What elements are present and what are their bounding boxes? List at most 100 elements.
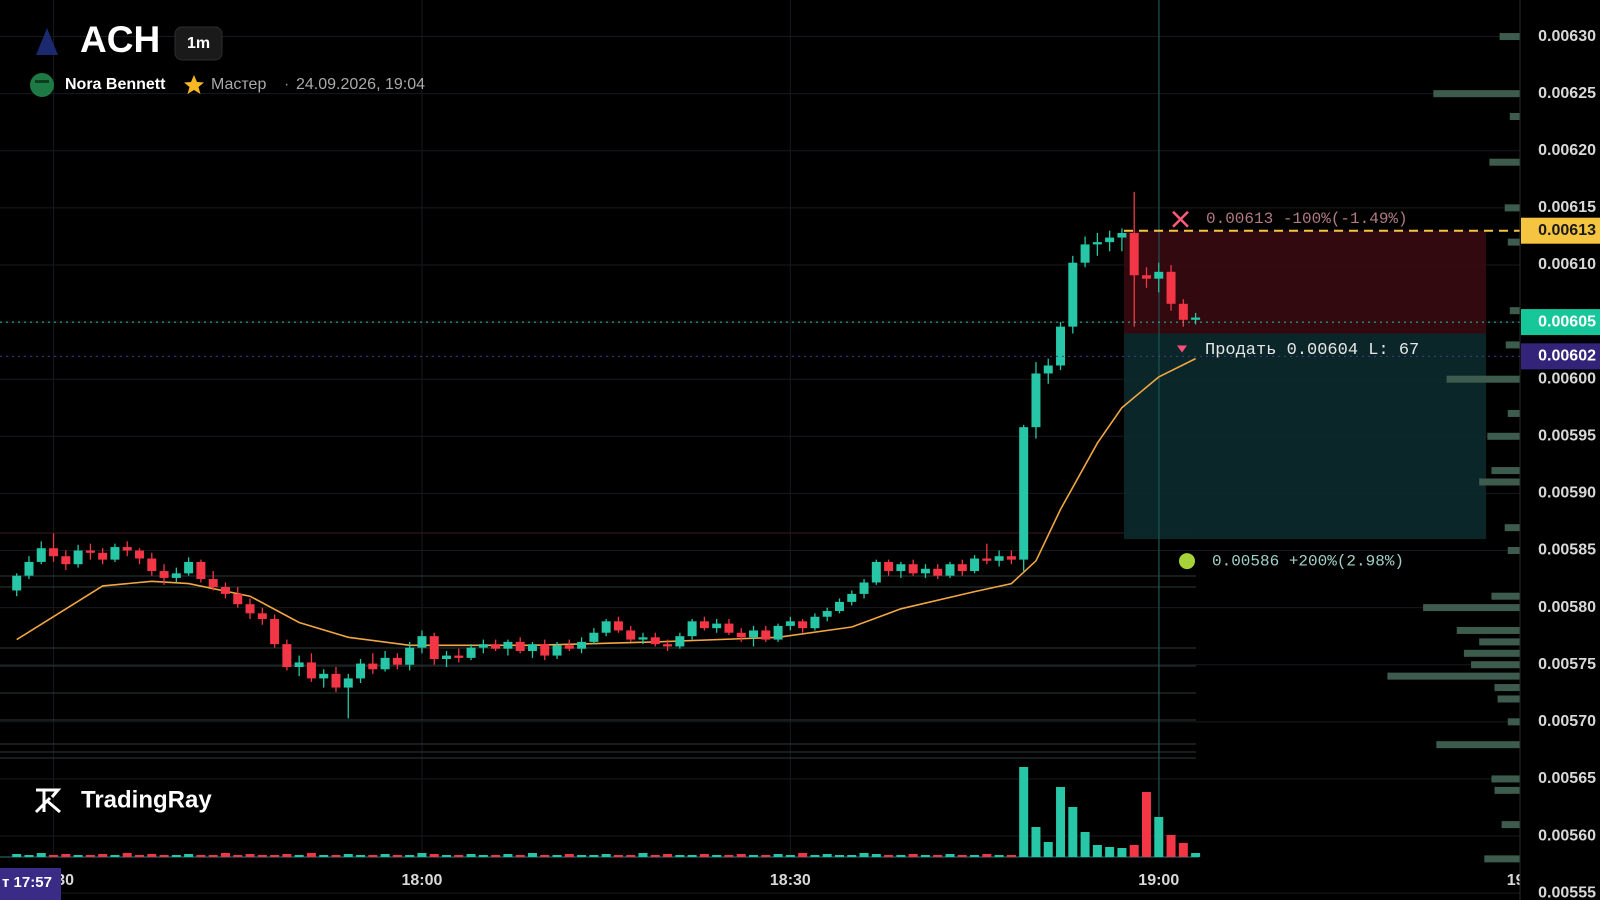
y-tick-label: 0.00625 [1538,85,1596,102]
candle-body [785,621,795,626]
candle-body [761,630,771,640]
avatar-detail [35,80,49,83]
volume-bar [135,855,145,857]
candle [319,669,329,688]
candle-body [1031,373,1041,428]
candle [368,653,378,674]
avatar[interactable] [30,73,54,97]
candle [1154,262,1164,293]
candle-body [135,550,145,559]
candle [687,619,697,640]
profile-bar [1497,695,1520,703]
candle-body [908,564,918,574]
volume-bar [945,854,955,857]
candle [331,667,341,693]
price-badge [1521,309,1600,336]
volume-bar [380,854,390,857]
candle-body [270,619,280,645]
candle-body [331,673,341,688]
candle-body [810,616,820,629]
volume-bar [405,855,415,857]
y-tick-label: 0.00590 [1538,485,1596,502]
candle-body [663,644,673,647]
volume-bar [1006,855,1016,857]
volume-bar [171,855,181,857]
price-badge-label: 0.00602 [1538,348,1596,365]
volume-bar [773,854,783,857]
candle-body [36,548,46,562]
candle-body [699,621,709,629]
interval[interactable]: 1m [187,35,210,52]
profile-bar [1504,524,1520,532]
interval-badge[interactable] [174,26,223,61]
candle-body [61,556,71,565]
candle-body [1105,237,1115,243]
symbol[interactable]: ACH [80,19,160,60]
candle-body [626,630,636,640]
volume-bar [110,855,120,857]
symbol-logo[interactable] [36,28,58,55]
volume-bar [712,855,722,857]
candle-body [1006,556,1016,560]
candle [663,639,673,652]
candle-body [24,561,34,576]
volume-bar [196,855,206,857]
candle [749,625,759,647]
candle [515,637,525,654]
candle-body [577,641,587,649]
candle [871,559,881,585]
volume-bar [257,855,267,857]
candle [761,625,771,642]
candle-body [736,632,746,638]
candle-body [945,564,955,576]
candle [478,639,488,654]
candle [196,559,206,583]
rank: Мастер [211,76,266,93]
candle-body [1191,317,1201,320]
candle [171,567,181,583]
candle-body [798,621,808,629]
y-tick-label: 0.00560 [1538,827,1596,844]
candle-body [1068,262,1078,327]
profile-bar [1507,718,1520,726]
volume-bar [503,854,513,857]
volume-bar [761,855,771,857]
candle [810,613,820,631]
x-tick-label: 19:00 [1138,872,1179,889]
volume-bar [466,854,476,857]
profile-bar [1387,672,1520,680]
volume-bar [429,854,439,857]
volume-bar [527,853,537,857]
candle [466,644,476,661]
volume-bar [1043,842,1053,857]
volume-bar [1178,843,1188,857]
candle [343,673,353,719]
volume-bar [331,855,341,857]
profile-bar [1479,478,1520,486]
author[interactable]: Nora Bennett [65,76,166,93]
volume-bar [306,853,316,857]
candle-body [1056,326,1066,366]
candle-body [1019,427,1029,560]
candle-body [1043,365,1053,374]
profile-bar [1499,33,1520,41]
candle [122,541,132,557]
volume-bar [49,855,59,857]
candle-body [589,632,599,642]
volume-bar [687,855,697,857]
candle-body [982,558,992,561]
candle [233,587,243,608]
candle-body [220,587,230,594]
candle-body [638,637,648,640]
candle [392,653,402,670]
y-tick-label: 0.00615 [1538,199,1596,216]
volume-bar [1019,767,1029,857]
candle-body [871,561,881,583]
entry-icon [1177,345,1187,353]
volume-bar [847,855,857,857]
target-icon [1179,553,1195,570]
volume-bar [970,855,980,857]
y-tick-label: 0.00585 [1538,542,1596,559]
candle [724,619,734,636]
volume-bar [1117,848,1127,857]
